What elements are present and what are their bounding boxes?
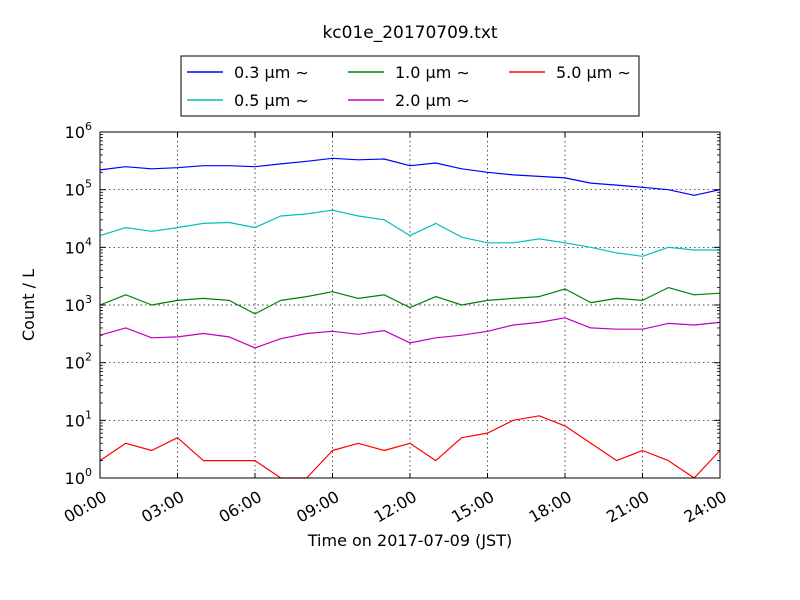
legend-label: 0.5 μm ∼ bbox=[234, 91, 309, 110]
legend-label: 5.0 μm ∼ bbox=[556, 63, 631, 82]
legend-label: 2.0 μm ∼ bbox=[395, 91, 470, 110]
legend-label: 0.3 μm ∼ bbox=[234, 63, 309, 82]
series-lines bbox=[99, 157, 721, 479]
y-tick-label: 101 bbox=[65, 408, 92, 430]
chart-title: kc01e_20170709.txt bbox=[322, 23, 497, 43]
y-tick-label: 106 bbox=[65, 120, 92, 142]
y-axis-label: Count / L bbox=[19, 269, 38, 341]
ticks bbox=[99, 131, 721, 479]
y-tick-label: 104 bbox=[65, 235, 92, 257]
series-line-3 bbox=[99, 287, 721, 315]
y-tick-label: 102 bbox=[65, 351, 92, 373]
y-tick-label: 105 bbox=[65, 178, 92, 200]
y-tick-labels: 100 101 102 103 104 105 106 bbox=[65, 120, 92, 488]
series-line-5 bbox=[99, 415, 721, 479]
legend: 0.3 μm ∼ 0.5 μm ∼ 1.0 μm ∼ 2.0 μm ∼ 5.0 μm ∼ bbox=[180, 55, 640, 117]
y-tick-label: 100 bbox=[65, 466, 92, 488]
grid bbox=[100, 132, 720, 478]
legend-label: 1.0 μm ∼ bbox=[395, 63, 470, 82]
series-line-4 bbox=[99, 317, 721, 349]
legend-entries: 0.3 μm ∼ 0.5 μm ∼ 1.0 μm ∼ 2.0 μm ∼ 5.0 μm ∼ bbox=[187, 63, 631, 110]
series-line-2 bbox=[99, 209, 720, 257]
y-tick-label: 103 bbox=[65, 293, 92, 315]
series-line-1 bbox=[99, 157, 721, 196]
x-axis-label: Time on 2017-07-09 (JST) bbox=[307, 531, 512, 550]
legend-frame bbox=[180, 55, 640, 117]
